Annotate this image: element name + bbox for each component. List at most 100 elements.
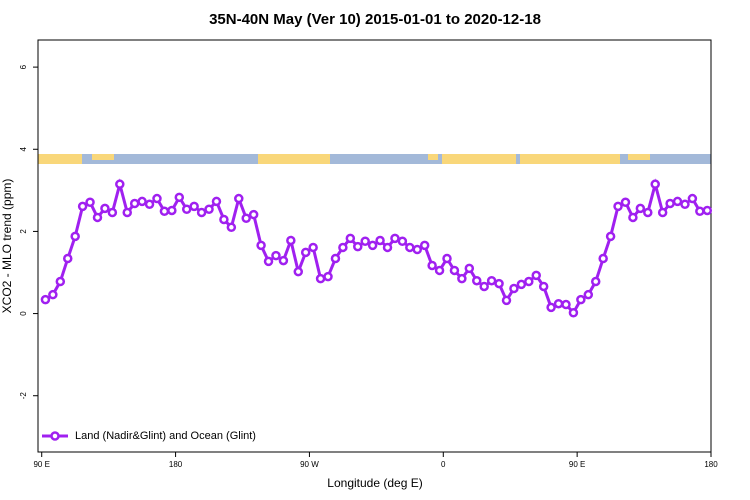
y-tick-label: 2	[19, 229, 28, 234]
data-point	[159, 206, 170, 217]
data-point	[590, 276, 601, 287]
data-point	[479, 281, 489, 292]
data-point	[345, 233, 356, 244]
data-point	[137, 196, 147, 207]
data-point	[315, 273, 326, 284]
x-axis-label: Longitude (deg E)	[327, 476, 422, 490]
data-point	[293, 266, 304, 277]
data-point	[174, 192, 185, 203]
data-point	[271, 250, 281, 261]
data-point	[360, 236, 370, 247]
x-tick-label: 180	[169, 460, 183, 469]
legend-label: Land (Nadir&Glint) and Ocean (Glint)	[75, 430, 256, 442]
data-point	[576, 294, 586, 305]
data-point	[449, 265, 460, 276]
data-point	[672, 196, 683, 207]
data-point	[628, 212, 638, 223]
data-point	[300, 247, 311, 258]
data-point	[583, 289, 594, 300]
y-tick-label: -2	[19, 392, 28, 400]
x-tick-label: 90 E	[569, 460, 585, 469]
data-point	[226, 222, 237, 233]
data-point	[650, 179, 660, 189]
data-point	[48, 289, 58, 300]
data-point	[92, 212, 103, 223]
data-point	[457, 273, 467, 284]
data-point	[278, 255, 289, 266]
data-point	[412, 244, 423, 255]
data-point	[40, 294, 51, 305]
chart-title: 35N-40N May (Ver 10) 2015-01-01 to 2020-…	[209, 11, 541, 28]
data-point	[635, 203, 646, 214]
data-point	[382, 242, 393, 253]
data-point	[241, 213, 251, 224]
data-point	[323, 271, 333, 282]
data-point	[434, 265, 445, 276]
data-point	[70, 231, 80, 242]
data-point	[196, 207, 207, 218]
data-point	[657, 207, 668, 218]
data-point	[538, 281, 549, 292]
data-point	[486, 275, 497, 286]
data-point	[234, 193, 244, 204]
data-point	[427, 260, 437, 271]
data-point	[338, 242, 348, 253]
data-point	[122, 207, 132, 218]
data-point	[181, 204, 192, 214]
data-point	[620, 197, 631, 208]
data-point	[472, 275, 482, 286]
data-point	[256, 240, 266, 251]
data-point	[211, 196, 222, 207]
data-point	[248, 209, 259, 220]
data-point	[353, 241, 363, 252]
data-point	[687, 193, 698, 204]
data-point	[85, 197, 95, 208]
data-point	[167, 205, 177, 216]
data-point	[665, 198, 675, 209]
data-point	[680, 199, 690, 210]
data-point	[129, 198, 140, 209]
x-tick-label: 180	[704, 460, 718, 469]
data-point	[702, 205, 713, 216]
data-point	[375, 235, 385, 246]
data-point	[561, 299, 571, 310]
y-tick-label: 6	[19, 64, 28, 69]
data-point	[100, 203, 110, 214]
data-point	[605, 231, 616, 242]
y-tick-label: 0	[19, 311, 28, 316]
data-point	[553, 298, 564, 309]
data-point	[77, 201, 88, 212]
x-tick-label: 90 E	[33, 460, 49, 469]
data-point	[55, 276, 66, 287]
land-ocean-strip	[38, 154, 711, 164]
y-axis-label: XCO2 - MLO trend (ppm)	[0, 179, 14, 314]
data-point	[189, 201, 199, 212]
data-point	[330, 253, 341, 264]
data-point	[107, 207, 118, 218]
data-point	[531, 270, 541, 281]
data-point	[397, 236, 408, 247]
data-point	[546, 302, 556, 313]
data-point	[115, 179, 125, 189]
data-point	[308, 242, 318, 253]
data-point	[695, 206, 705, 217]
data-point	[613, 201, 623, 212]
data-point	[367, 240, 378, 251]
data-point	[286, 235, 296, 246]
plot-frame	[37, 39, 712, 453]
data-point	[442, 253, 452, 264]
data-point	[494, 278, 504, 289]
data-point	[144, 199, 155, 210]
y-tick-label: 4	[19, 146, 28, 151]
data-point	[568, 307, 579, 318]
data-point	[390, 233, 400, 244]
data-point	[219, 214, 229, 225]
data-point	[501, 295, 512, 306]
data-point	[464, 263, 475, 274]
data-point	[598, 253, 608, 264]
data-point	[419, 240, 430, 251]
data-point	[516, 279, 527, 290]
data-point	[643, 207, 653, 218]
x-tick-label: 0	[441, 460, 446, 469]
